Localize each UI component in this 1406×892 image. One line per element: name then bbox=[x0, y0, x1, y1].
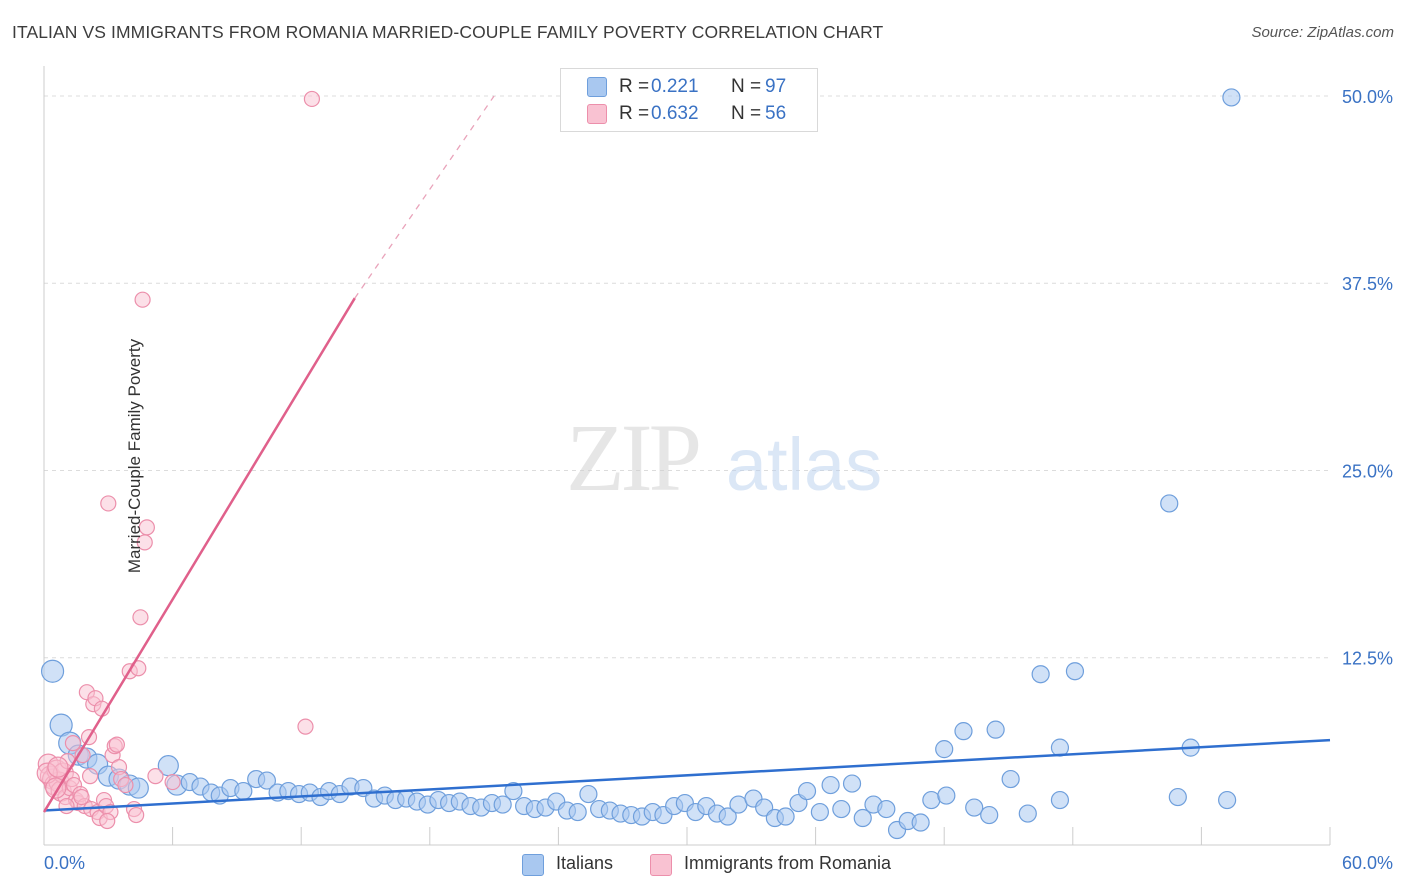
legend-swatch-italians bbox=[587, 77, 607, 97]
romania-point-44 bbox=[164, 773, 181, 791]
romania-point-40 bbox=[134, 291, 151, 308]
bottom-legend-swatch-italians bbox=[522, 854, 544, 876]
watermark-atlas: atlas bbox=[726, 423, 882, 506]
italians-point-84 bbox=[965, 798, 984, 817]
italians-point-19 bbox=[257, 771, 277, 790]
italians-point-73 bbox=[842, 774, 862, 793]
italians-point-0 bbox=[40, 659, 65, 683]
legend-n-value: 56 bbox=[765, 103, 787, 124]
romania-point-37 bbox=[128, 806, 145, 824]
italians-point-72 bbox=[832, 799, 851, 819]
italians-point-85 bbox=[980, 805, 999, 825]
italians-point-83 bbox=[954, 722, 973, 741]
legend-n-value: 97 bbox=[765, 76, 787, 97]
italians-point-97 bbox=[1222, 88, 1241, 107]
italians-point-70 bbox=[810, 802, 829, 822]
italians-point-86 bbox=[986, 720, 1005, 739]
italians-point-91 bbox=[1050, 790, 1070, 810]
romania-trend-extension bbox=[354, 95, 495, 299]
italians-point-80 bbox=[922, 790, 941, 810]
bottom-legend-swatch-romania bbox=[650, 854, 672, 876]
romania-point-51 bbox=[73, 788, 90, 806]
italians-point-92 bbox=[1065, 662, 1085, 681]
legend-r-label: R = bbox=[619, 103, 650, 124]
romania-point-28 bbox=[100, 495, 117, 512]
romania-point-54 bbox=[108, 736, 125, 753]
italians-point-76 bbox=[877, 799, 896, 819]
romania-point-46 bbox=[303, 90, 321, 108]
x-tick-label-0: 0.0% bbox=[44, 853, 85, 873]
watermark: ZIP atlas bbox=[566, 404, 882, 511]
romania-point-50 bbox=[58, 797, 75, 815]
romania-point-47 bbox=[64, 735, 82, 752]
legend-r-label: R = bbox=[619, 76, 650, 97]
source-credit: Source: ZipAtlas.com bbox=[1251, 24, 1394, 41]
italians-point-94 bbox=[1168, 787, 1187, 807]
romania-point-45 bbox=[297, 718, 314, 735]
chart-title: ITALIAN VS IMMIGRANTS FROM ROMANIA MARRI… bbox=[12, 22, 884, 42]
italians-point-87 bbox=[1001, 769, 1020, 789]
italians-point-48 bbox=[568, 802, 587, 822]
legend-r-value: 0.632 bbox=[651, 103, 699, 124]
y-tick-label-3: 50.0% bbox=[1342, 87, 1393, 107]
axes bbox=[43, 66, 1331, 846]
watermark-zip: ZIP bbox=[566, 404, 699, 511]
y-tick-label-0: 12.5% bbox=[1342, 649, 1393, 669]
y-axis-title: Married-Couple Family Poverty bbox=[125, 338, 145, 574]
italians-point-81 bbox=[935, 740, 954, 759]
italians-point-89 bbox=[1031, 665, 1050, 684]
romania-point-49 bbox=[47, 756, 69, 778]
italians-point-88 bbox=[1018, 804, 1037, 823]
italians-point-67 bbox=[776, 807, 795, 826]
y-tick-label-1: 25.0% bbox=[1342, 461, 1393, 481]
romania-point-43 bbox=[147, 767, 164, 785]
romania-points bbox=[36, 90, 321, 830]
italians-point-41 bbox=[493, 795, 512, 814]
italians-trend-line bbox=[43, 738, 1331, 812]
legend-n-label: N = bbox=[731, 103, 762, 124]
romania-point-53 bbox=[99, 812, 116, 830]
legend-swatch-romania bbox=[587, 104, 607, 124]
bottom-legend-label-italians: Italians bbox=[556, 853, 614, 873]
romania-point-52 bbox=[81, 767, 99, 785]
grid-lines bbox=[44, 95, 1330, 659]
tick-labels: 12.5% 25.0% 37.5% 50.0% 0.0% 60.0% bbox=[44, 87, 1393, 873]
italians-point-79 bbox=[911, 813, 930, 832]
legend-n-label: N = bbox=[731, 76, 762, 97]
italians-point-71 bbox=[821, 775, 840, 795]
italians-point-42 bbox=[504, 781, 523, 801]
x-tick-label-1: 60.0% bbox=[1342, 853, 1393, 873]
bottom-legend-label-romania: Immigrants from Romania bbox=[684, 853, 892, 873]
italians-point-93 bbox=[1160, 494, 1179, 513]
italians-point-62 bbox=[718, 807, 737, 826]
trend-lines bbox=[42, 95, 1331, 813]
y-tick-label-2: 37.5% bbox=[1342, 274, 1393, 294]
italians-point-69 bbox=[797, 781, 817, 801]
romania-trend-line bbox=[42, 297, 356, 813]
romania-point-39 bbox=[132, 609, 149, 626]
italians-point-74 bbox=[853, 808, 872, 828]
stats-legend: R = 0.221 N = 97 R = 0.632 N = 56 bbox=[560, 68, 818, 132]
legend-r-value: 0.221 bbox=[651, 76, 699, 97]
italians-point-82 bbox=[937, 786, 956, 805]
italians-point-49 bbox=[579, 784, 598, 804]
italians-point-96 bbox=[1218, 790, 1237, 810]
romania-point-42 bbox=[138, 519, 155, 536]
italians-point-17 bbox=[234, 781, 253, 801]
romania-point-34 bbox=[117, 776, 134, 794]
